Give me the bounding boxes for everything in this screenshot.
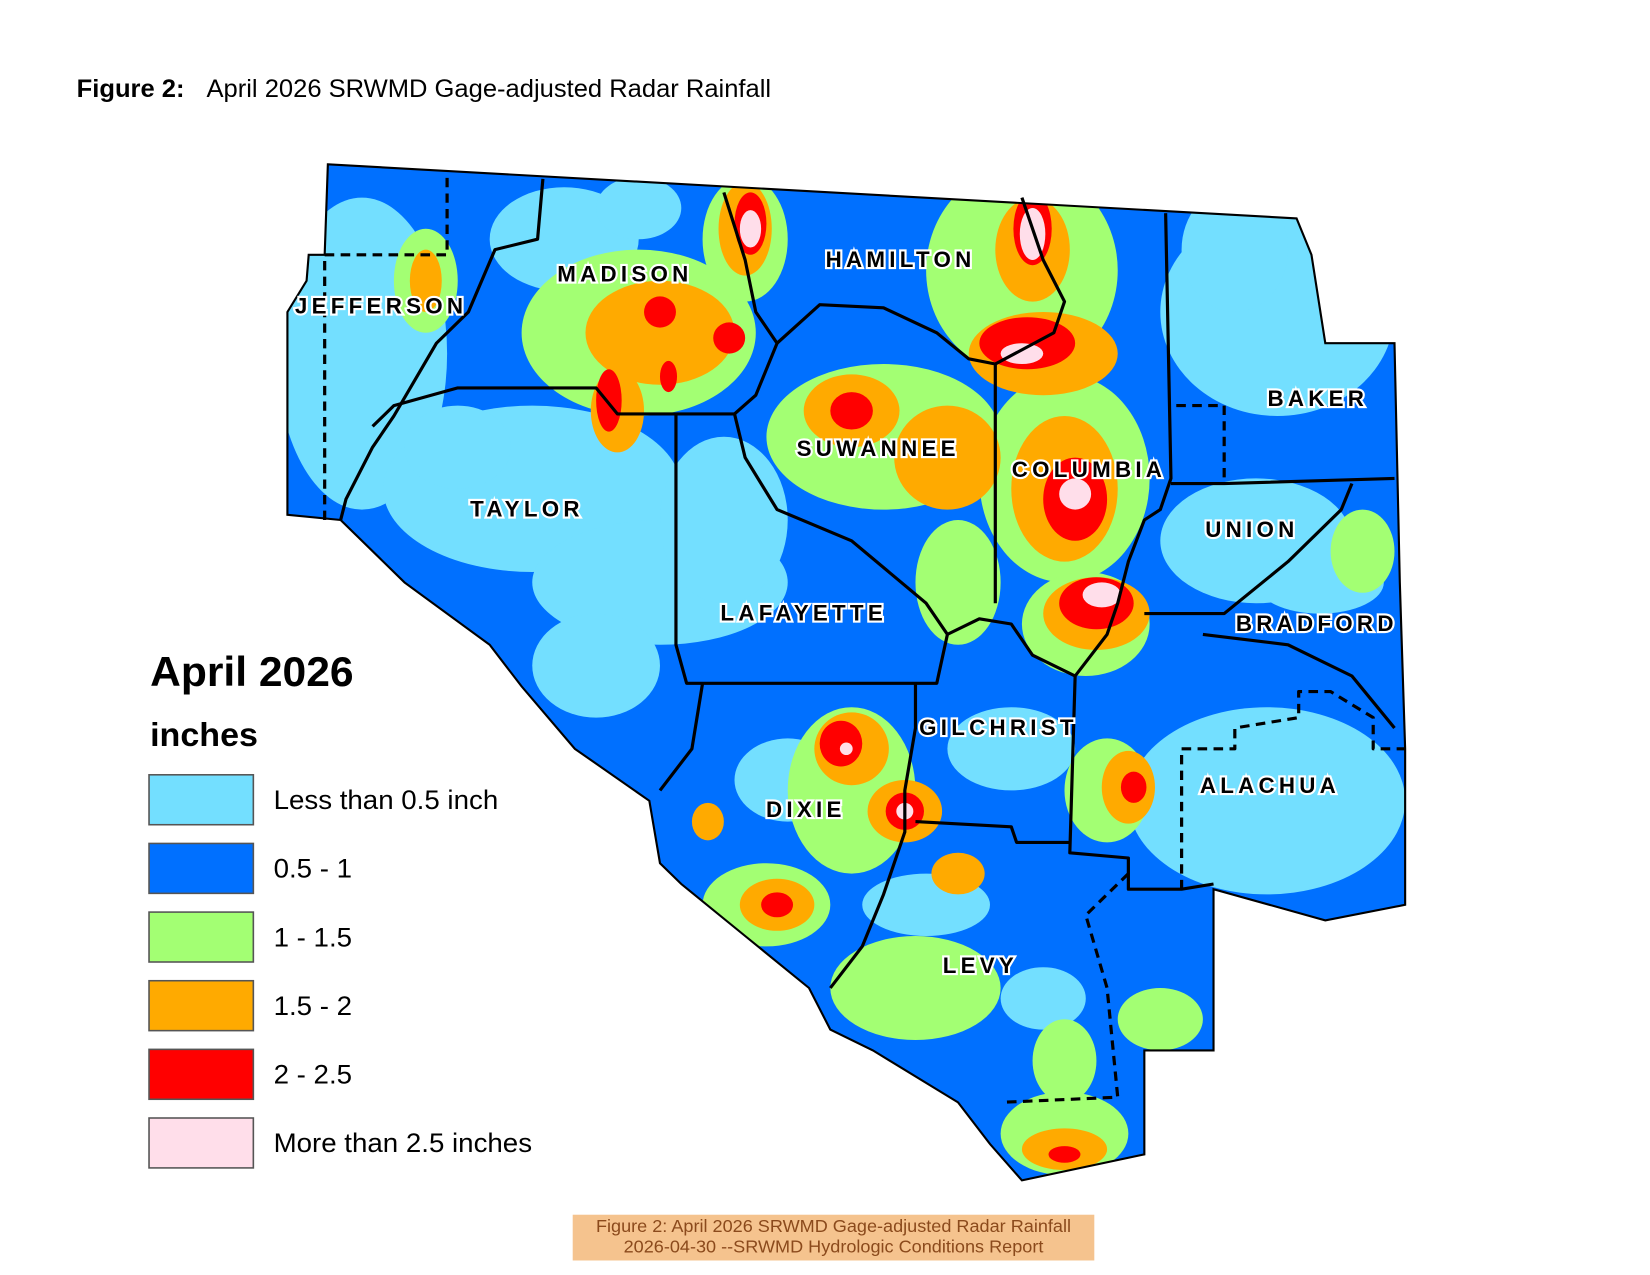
legend-label: 2 - 2.5 [274, 1059, 352, 1090]
figure-label: Figure 2: [77, 75, 185, 103]
county-label: LAFAYETTE [720, 601, 887, 626]
legend-swatch [148, 911, 255, 963]
figure-title: April 2026 SRWMD Gage-adjusted Radar Rai… [207, 75, 772, 103]
county-label: SUWANNEE [797, 436, 960, 461]
legend-units: inches [150, 717, 258, 754]
footer-line: 2026-04-30 --SRWMD Hydrologic Conditions… [624, 1237, 1044, 1257]
legend-title: April 2026 [150, 648, 353, 694]
county-label: MADISON [557, 262, 692, 287]
county-label: ALACHUA [1200, 773, 1340, 798]
rainfall-map [287, 164, 1406, 1181]
county-label: LEVY [943, 953, 1018, 978]
legend-label: 1 - 1.5 [274, 922, 352, 953]
legend-label: 1.5 - 2 [274, 990, 352, 1021]
county-label: BAKER [1267, 386, 1368, 411]
county-label: UNION [1205, 517, 1298, 542]
county-label: COLUMBIA [1012, 457, 1166, 482]
legend-swatch [148, 1117, 255, 1169]
legend-label: More than 2.5 inches [274, 1127, 532, 1158]
legend-label: Less than 0.5 inch [274, 784, 499, 815]
legend-label: 0.5 - 1 [274, 853, 352, 884]
legend-swatch [148, 842, 255, 895]
county-label: DIXIE [766, 797, 846, 822]
legend-swatch [148, 979, 255, 1032]
footer-box [572, 1214, 1095, 1261]
county-label: JEFFERSON [295, 294, 467, 319]
legend-swatch [148, 774, 255, 826]
county-label: GILCHRIST [919, 715, 1078, 740]
county-label: TAYLOR [470, 497, 584, 522]
county-label: BRADFORD [1236, 611, 1398, 636]
footer-line: Figure 2: April 2026 SRWMD Gage-adjusted… [596, 1216, 1071, 1236]
county-boundaries [286, 163, 1407, 1182]
legend-swatch [148, 1048, 255, 1101]
county-label: HAMILTON [826, 247, 976, 272]
